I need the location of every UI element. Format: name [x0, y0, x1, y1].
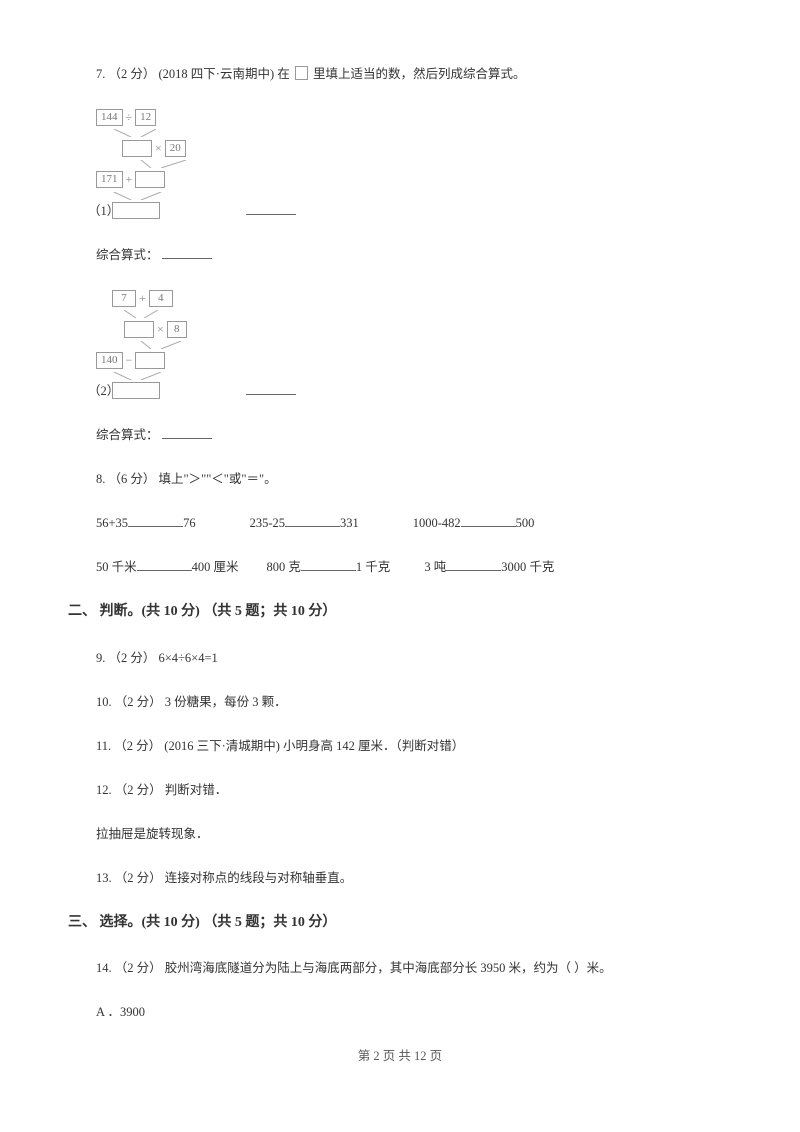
q8-r2-0-l: 50 千米 — [96, 557, 137, 577]
question-10: 10. （2 分） 3 份糖果，每份 3 颗． — [68, 692, 732, 712]
q8-r2-1-l: 800 克 — [267, 557, 301, 577]
blank-underline — [446, 559, 501, 571]
blank-underline — [137, 559, 192, 571]
placeholder-icon — [295, 66, 308, 80]
q8-text: 8. （6 分） 填上"＞""＜"或"＝"。 — [96, 472, 277, 486]
connector-line — [96, 160, 216, 168]
question-9: 9. （2 分） 6×4÷6×4=1 — [68, 648, 732, 668]
diagram-2: 7 + 4 × 8 140 − — [96, 289, 732, 400]
q8-row2: 50 千米 400 厘米 800 克 1 千克 3 吨 3000 千克 — [68, 557, 732, 577]
d1-b: 12 — [135, 109, 156, 126]
question-14-option-a: A ．3900 — [68, 1002, 732, 1022]
d1-op3: + — [126, 170, 133, 189]
combo-2: 综合算式： — [68, 425, 732, 445]
d1-result — [112, 202, 160, 219]
d1-d: 171 — [96, 171, 123, 188]
question-12b: 拉抽屉是旋转现象． — [68, 824, 732, 844]
connector-line — [96, 341, 216, 349]
page-footer: 第 2 页 共 12 页 — [68, 1046, 732, 1066]
blank-underline — [162, 427, 212, 439]
d2-a: 7 — [112, 290, 136, 307]
question-12a: 12. （2 分） 判断对错． — [68, 780, 732, 800]
combo-label: 综合算式： — [96, 428, 159, 442]
d2-op1: + — [139, 289, 146, 308]
q8-r1-2-r: 500 — [516, 513, 535, 533]
connector-line — [96, 192, 196, 200]
section-3-title: 三、 选择。(共 10 分) （共 5 题；共 10 分） — [68, 912, 732, 934]
blank-underline — [285, 515, 340, 527]
q8-r1-1-r: 331 — [340, 513, 359, 533]
q7-prefix: 7. （2 分） (2018 四下·云南期中) 在 — [96, 67, 290, 81]
combo-1: 综合算式： — [68, 245, 732, 265]
d1-empty1 — [122, 140, 152, 157]
connector-line — [96, 310, 196, 318]
d1-op1: ÷ — [126, 108, 133, 127]
q7-suffix: 里填上适当的数，然后列成综合算式。 — [313, 67, 526, 81]
d1-c: 20 — [165, 140, 186, 157]
d2-op3: − — [126, 351, 133, 370]
q8-r1-1-l: 235-25 — [250, 513, 285, 533]
q8-r2-2-r: 3000 千克 — [501, 557, 554, 577]
d2-d: 140 — [96, 352, 123, 369]
d2-b: 4 — [149, 290, 173, 307]
q8-r2-2-l: 3 吨 — [424, 557, 446, 577]
question-7: 7. （2 分） (2018 四下·云南期中) 在 里填上适当的数，然后列成综合… — [68, 64, 732, 84]
d2-c: 8 — [167, 321, 187, 338]
blank-underline — [128, 515, 183, 527]
question-11: 11. （2 分） (2016 三下·清城期中) 小明身高 142 厘米．（判断… — [68, 736, 732, 756]
d1-a: 144 — [96, 109, 123, 126]
section-2-title: 二、 判断。(共 10 分) （共 5 题；共 10 分） — [68, 601, 732, 623]
q8-r1-2-l: 1000-482 — [413, 513, 461, 533]
q8-r1-0-l: 56+35 — [96, 513, 128, 533]
diagram-1: 144 ÷ 12 × 20 171 + — [96, 108, 732, 219]
blank-underline — [301, 559, 356, 571]
d1-empty2 — [135, 171, 165, 188]
q8-r1-0-r: 76 — [183, 513, 196, 533]
blank-underline — [461, 515, 516, 527]
d2-empty1 — [124, 321, 154, 338]
question-13: 13. （2 分） 连接对称点的线段与对称轴垂直。 — [68, 868, 732, 888]
blank-underline — [162, 247, 212, 259]
question-14: 14. （2 分） 胶州湾海底隧道分为陆上与海底两部分，其中海底部分长 3950… — [68, 958, 732, 978]
d2-op2: × — [157, 320, 164, 339]
q8-r2-0-r: 400 厘米 — [192, 557, 239, 577]
d1-op2: × — [155, 139, 162, 158]
d2-result — [112, 382, 160, 399]
q8-row1: 56+35 76 235-25 331 1000-482 500 — [68, 513, 732, 533]
connector-line — [96, 129, 196, 137]
combo-label: 综合算式： — [96, 248, 159, 262]
connector-line — [96, 372, 196, 380]
d2-empty2 — [135, 352, 165, 369]
question-8: 8. （6 分） 填上"＞""＜"或"＝"。 — [68, 469, 732, 489]
q8-r2-1-r: 1 千克 — [356, 557, 390, 577]
